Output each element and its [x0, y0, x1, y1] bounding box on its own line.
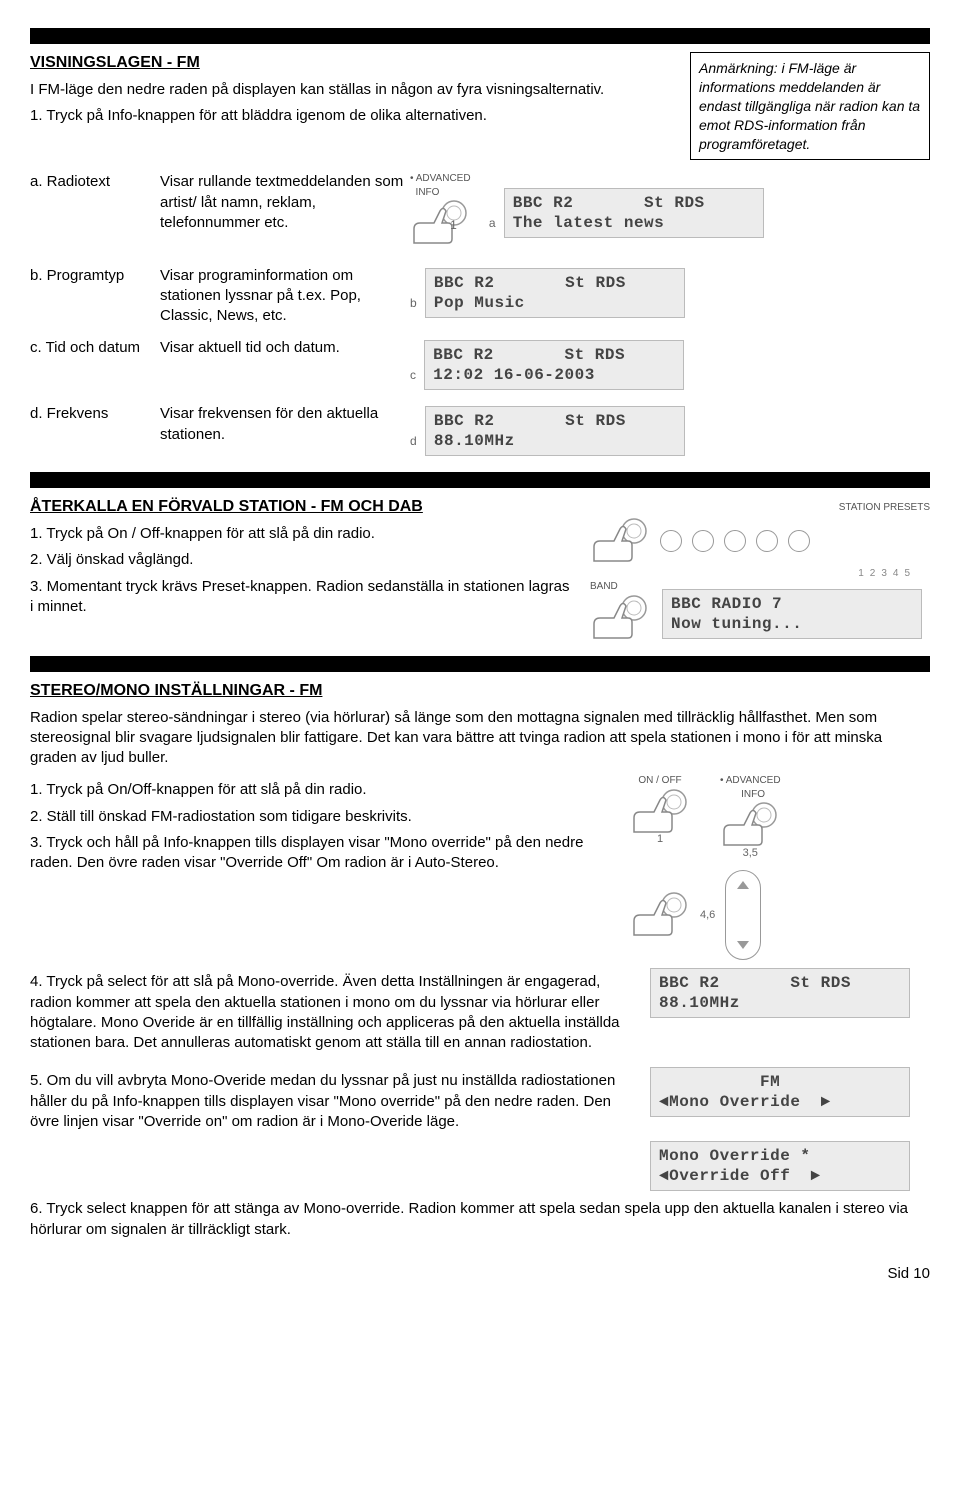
hand-press-1-icon: [410, 199, 470, 247]
row-d-tag: d: [410, 434, 417, 448]
lcd-freq: BBC R2 St RDS 88.10MHz: [650, 968, 910, 1018]
row-d-desc: Visar frekvensen för den aktuella statio…: [160, 398, 410, 464]
adv-label: • ADVANCED INFO: [720, 774, 781, 801]
band-label: BAND: [590, 580, 650, 594]
sec3-title: STEREO/MONO INSTÄLLNINGAR - FM: [30, 680, 930, 702]
row-c-label: c. Tid och datum: [30, 332, 160, 398]
row-b-tag: b: [410, 296, 417, 310]
sec3-p1: 1. Tryck på On/Off-knappen för att slå p…: [30, 780, 614, 800]
lcd-c: BBC R2 St RDS 12:02 16-06-2003: [424, 340, 684, 390]
onoff-label: ON / OFF: [630, 774, 690, 788]
row-b-label: b. Programtyp: [30, 260, 160, 333]
sec2-title: ÅTERKALLA EN FÖRVALD STATION - FM OCH DA…: [30, 496, 574, 518]
row-c-desc: Visar aktuell tid och datum.: [160, 332, 410, 398]
page-footer: Sid 10: [30, 1264, 930, 1284]
table-row: a. Radiotext Visar rullande textmeddelan…: [30, 166, 930, 259]
row-c-tag: c: [410, 368, 416, 382]
display-modes-table: a. Radiotext Visar rullande textmeddelan…: [30, 166, 930, 464]
preset-dots: [660, 530, 810, 552]
row-a-desc: Visar rullande textmeddelanden som artis…: [160, 166, 410, 259]
lcd-tuning: BBC RADIO 7 Now tuning...: [662, 589, 922, 639]
lcd-b: BBC R2 St RDS Pop Music: [425, 268, 685, 318]
lcd-override-off: Mono Override * ◄Override Off ►: [650, 1141, 910, 1191]
row-d-label: d. Frekvens: [30, 398, 160, 464]
divider-bar: [30, 472, 930, 488]
sec2-p1: 1. Tryck på On / Off-knappen för att slå…: [30, 524, 574, 544]
sec1-intro: I FM-läge den nedre raden på displayen k…: [30, 80, 678, 100]
hand-press-nav-icon: [630, 891, 690, 939]
nav-up-down-icon: [725, 870, 761, 960]
lcd-d: BBC R2 St RDS 88.10MHz: [425, 406, 685, 456]
fm-note-box: Anmärkning: i FM-läge är informations me…: [690, 52, 930, 160]
row-b-desc: Visar programinformation om stationen ly…: [160, 260, 410, 333]
divider-bar: [30, 28, 930, 44]
hand-press-onoff-icon: [630, 788, 690, 836]
sec3-intro: Radion spelar stereo-sändningar i stereo…: [30, 708, 930, 769]
preset-label: STATION PRESETS: [839, 502, 930, 513]
sec3-p4: 4. Tryck på select för att slå på Mono-o…: [30, 972, 634, 1053]
sec1-title: VISNINGSLAGEN - FM: [30, 52, 678, 74]
divider-bar: [30, 656, 930, 672]
hand-press-3-icon: [590, 517, 650, 565]
hand-press-info-icon: [720, 801, 780, 849]
row-a-graphic: • ADVANCED INFO 1 a BBC R2 St RDS The la…: [410, 166, 930, 259]
table-row: d. Frekvens Visar frekvensen för den akt…: [30, 398, 930, 464]
advanced-info-label: • ADVANCED INFO: [410, 172, 481, 199]
table-row: c. Tid och datum Visar aktuell tid och d…: [30, 332, 930, 398]
sec1-step1: 1. Tryck på Info-knappen för att bläddra…: [30, 106, 678, 126]
table-row: b. Programtyp Visar programinformation o…: [30, 260, 930, 333]
sec3-p2: 2. Ställ till önskad FM-radiostation som…: [30, 807, 614, 827]
sec2-p3: 3. Momentant tryck krävs Preset-knappen.…: [30, 577, 574, 618]
sec3-p6: 6. Tryck select knappen för att stänga a…: [30, 1199, 930, 1240]
hand-press-2-icon: [590, 594, 650, 642]
sec3-p3: 3. Tryck och håll på Info-knappen tills …: [30, 833, 614, 874]
sec3-p5: 5. Om du vill avbryta Mono-Overide medan…: [30, 1071, 634, 1132]
row-a-label: a. Radiotext: [30, 166, 160, 259]
sec2-p2: 2. Välj önskad våglängd.: [30, 550, 574, 570]
lcd-a: BBC R2 St RDS The latest news: [504, 188, 764, 238]
lcd-mono-override: FM ◄Mono Override ►: [650, 1067, 910, 1117]
row-a-tag: a: [489, 216, 496, 230]
